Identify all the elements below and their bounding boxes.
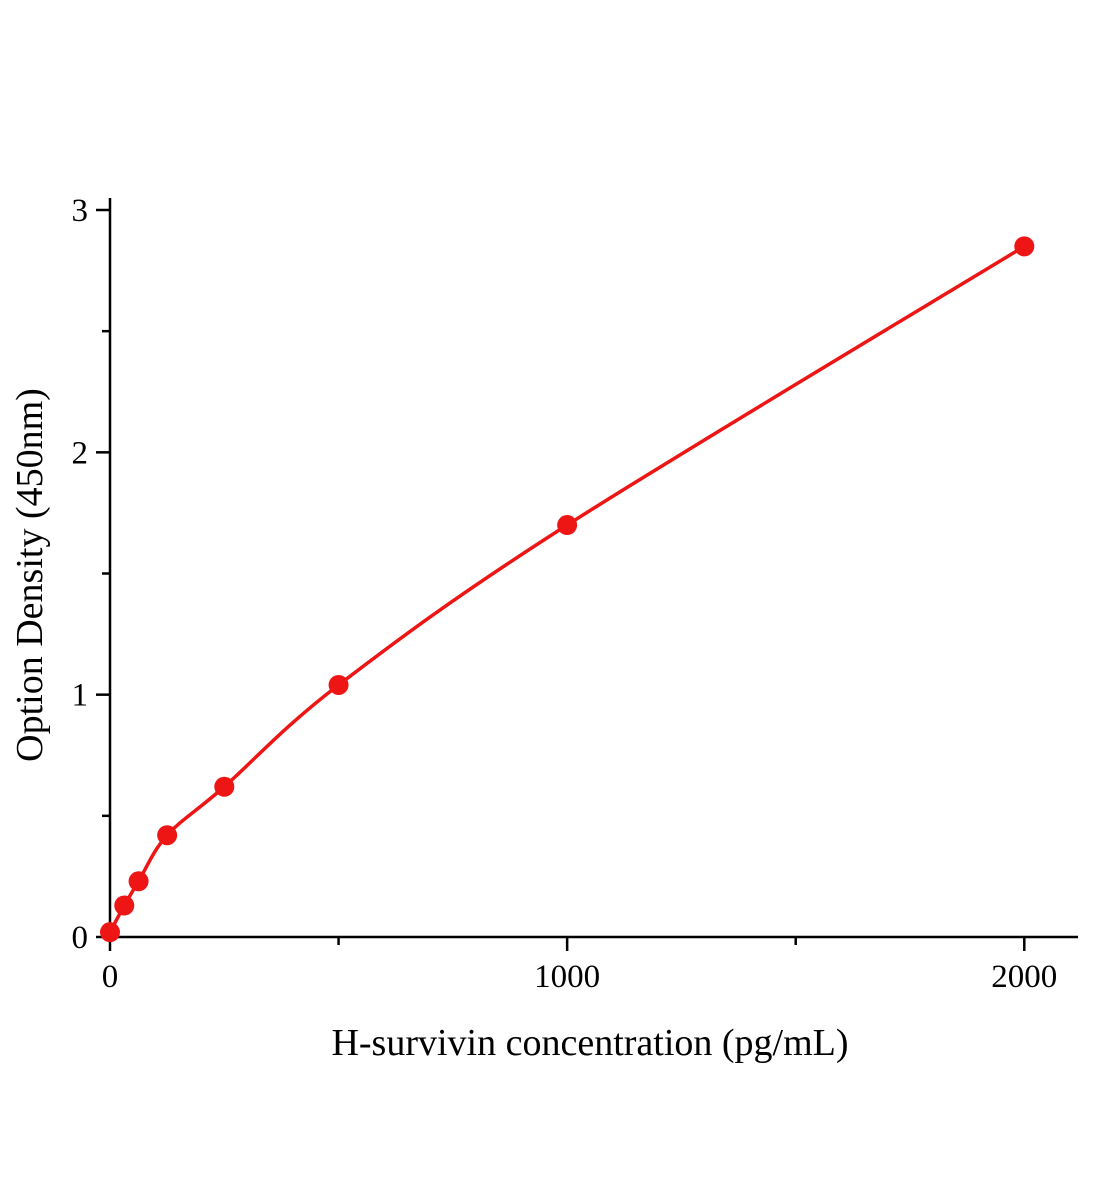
data-point-marker: [157, 825, 178, 846]
y-tick-label: 1: [72, 678, 89, 714]
data-point-marker: [557, 515, 578, 536]
data-point-marker: [100, 922, 120, 943]
x-tick-label: 1000: [534, 959, 600, 995]
x-tick-label: 0: [102, 959, 119, 995]
data-point-marker: [214, 776, 235, 797]
y-tick-label: 0: [72, 920, 89, 956]
y-tick-label: 3: [72, 193, 89, 229]
data-point-marker: [1014, 236, 1035, 257]
plot-area: 0 1000 2000 0 1 2 3: [72, 193, 1078, 995]
x-tick-label: 2000: [991, 959, 1057, 995]
data-point-marker: [328, 674, 349, 695]
data-point-marker: [128, 871, 149, 892]
y-tick-label: 2: [72, 435, 89, 471]
data-point-marker: [114, 895, 135, 916]
x-axis-title: H-survivin concentration (pg/mL): [331, 1022, 848, 1064]
standard-curve-line: [108, 244, 1026, 933]
y-axis-title: Option Density (450nm): [9, 388, 51, 762]
